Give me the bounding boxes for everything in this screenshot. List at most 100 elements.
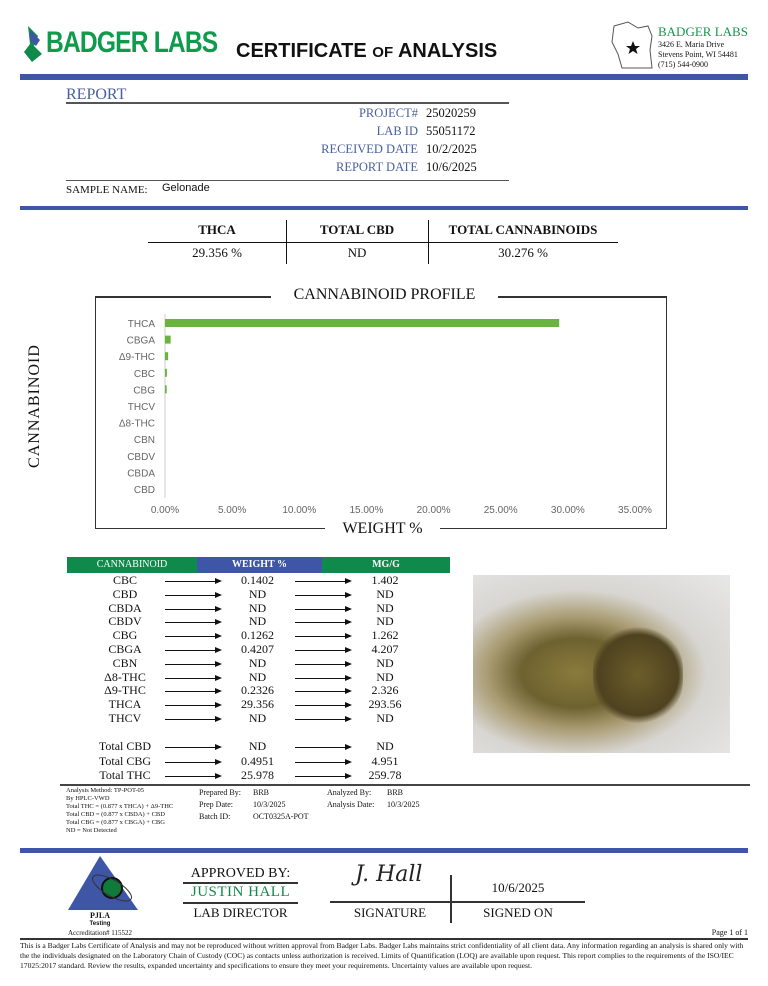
arrow-icon [295,660,352,667]
y-tick-label: Δ8-THC [119,419,155,430]
result-name: CBC [112,573,137,587]
total-weight: 25.978 [241,768,274,782]
arrow-icon [295,702,352,709]
arrow-icon [295,758,352,765]
report-divider [66,102,509,104]
arrow-icon [295,647,352,653]
arrow-icon [165,605,222,612]
y-tick-label: THCV [128,402,156,413]
pjla-logo-icon [68,856,138,910]
cannabinoid-profile-chart: THCA CBGA Δ9-THC CBC CBG THCV Δ8-THC CBN CBDV CBD… [119,314,652,516]
result-name: CBD [112,586,138,601]
arrow-icon [165,702,222,709]
x-tick-label: 35.00% [618,505,652,516]
result-name: CBDV [108,614,142,629]
total-weight: 0.4951 [241,753,274,768]
arrow-icon [295,578,352,584]
lab-name: BADGER LABS [658,24,748,39]
signed-on-label: SIGNED ON [483,905,553,920]
wisconsin-map-icon [611,21,653,69]
y-tick-label: CBDA [127,468,155,479]
total-mgg: 259.78 [368,768,402,782]
x-tick-label: 25.00% [484,505,518,516]
arrow-icon [295,773,352,779]
col-header-mgg: MG/G [322,557,450,573]
x-tick-label: 30.00% [551,505,585,516]
result-weight: ND [248,614,267,629]
sample-name-value: Gelonade [162,182,210,194]
pjla-org: PJLA [90,911,110,920]
result-weight: ND [248,655,267,670]
total-weight: ND [248,739,267,753]
result-mgg: 4.207 [371,642,399,656]
sample-photo [473,575,730,753]
y-tick-label: CBGA [127,336,156,347]
report-fields: PROJECT# 25020259 LAB ID 55051172 RECEIVED… [321,106,477,174]
result-mgg: ND [376,669,394,684]
logo-text: BADGER LABS [46,26,218,59]
y-tick-label: CBDV [127,452,155,463]
result-name: Δ9-THC [104,683,146,698]
col-header-weight: WEIGHT % [197,557,322,573]
result-mgg: ND [376,600,394,615]
result-name: THCV [108,711,142,725]
arrow-icon [165,578,222,584]
bar-Δ9-THC [165,352,169,361]
result-name: CBDA [108,600,142,615]
result-name: CBGA [108,642,142,656]
lab-address: 3426 E. Maria Drive Stevens Point, WI 544… [658,40,738,69]
approved-by-label: APPROVED BY: [190,866,291,881]
bar-CBGA [165,335,171,344]
approver-role: LAB DIRECTOR [193,905,288,920]
y-tick-label: CBG [133,385,155,396]
x-tick-label: 10.00% [282,505,316,516]
x-tick-label: 20.00% [417,505,451,516]
total-mgg: ND [376,739,394,753]
result-weight: 0.1402 [241,573,274,587]
result-weight: ND [248,586,267,601]
result-mgg: 293.56 [368,697,402,712]
disclaimer: This is a Badger Labs Certificate of Ana… [20,941,744,970]
total-mgg: 4.951 [371,753,399,768]
arrow-icon [295,591,352,598]
report-heading: REPORT [66,86,127,103]
total-name: Total THC [99,768,151,782]
arrow-icon [165,716,222,722]
y-tick-label: THCA [128,319,156,330]
result-mgg: 1.402 [371,573,399,587]
result-weight: ND [248,669,267,684]
arrow-icon [295,744,352,750]
result-weight: ND [248,600,267,615]
signature-label: SIGNATURE [353,905,427,920]
x-tick-label: 5.00% [218,505,246,516]
x-tick-label: 0.00% [151,505,179,516]
arrow-icon [165,591,222,598]
result-name: CBG [112,628,138,643]
result-name: THCA [108,697,142,712]
col-header-cannabinoid: CANNABINOID [67,557,197,573]
arrow-icon [165,633,222,640]
arrow-icon [295,674,352,681]
result-mgg: 1.262 [371,628,399,643]
result-mgg: 2.326 [371,683,399,698]
arrow-icon [165,619,222,626]
header-divider [20,74,748,80]
signature-image: J. Hall [355,862,423,887]
arrow-icon [165,660,222,667]
x-tick-label: 15.00% [349,505,383,516]
chart-xlabel: WEIGHT % [325,520,440,538]
arrow-icon [165,688,222,695]
total-name: Total CBG [98,753,152,768]
bar-CBG [165,385,167,394]
method-notes: Analysis Method: TP-POT-05 By HPLC-VWD Tot… [66,787,174,834]
total-name: Total CBD [98,739,152,753]
prep-info: Prepared By: BRB Prep Date: 10/3/2025 Batc… [199,788,309,821]
page-number: Page 1 of 1 [711,928,748,937]
arrow-icon [165,744,222,750]
result-mgg: ND [376,614,394,629]
y-tick-label: CBD [134,485,155,496]
result-name: Δ8-THC [104,669,146,684]
arrow-icon [295,716,352,722]
badger-logo-icon [24,26,42,62]
